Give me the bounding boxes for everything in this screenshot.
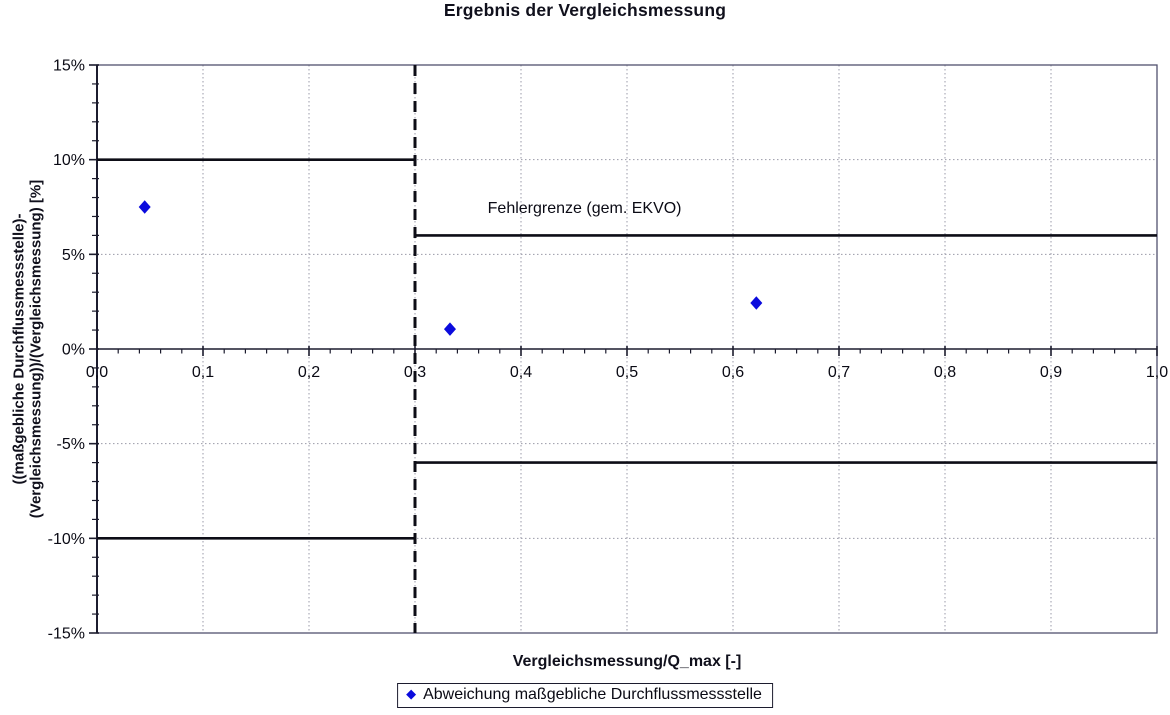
y-tick-label: 10%	[53, 152, 85, 169]
x-tick-label: 0,2	[298, 364, 320, 381]
chart-plot-area: 15%10%5%0%-5%-10%-15%0,00,10,20,30,40,50…	[48, 58, 1169, 643]
legend-diamond-icon: ◆	[406, 686, 417, 701]
y-tick-label: -15%	[48, 626, 85, 643]
y-tick-label: 5%	[62, 247, 85, 264]
x-tick-label: 0,9	[1040, 364, 1062, 381]
x-axis-label: Vergleichsmessung/Q_max [-]	[512, 653, 742, 670]
x-tick-label: 0,5	[616, 364, 638, 381]
x-tick-label: 0,0	[86, 364, 108, 381]
data-point	[138, 200, 151, 214]
x-tick-label: 0,4	[510, 364, 532, 381]
error-limit-annotation: Fehlergrenze (gem. EKVO)	[488, 200, 682, 217]
x-tick-label: 1,0	[1146, 364, 1168, 381]
y-tick-label: 15%	[53, 58, 85, 75]
legend-label: Abweichung maßgebliche Durchflussmessste…	[423, 686, 762, 703]
legend: ◆ Abweichung maßgebliche Durchflussmessst…	[397, 683, 773, 708]
chart-title: Ergebnis der Vergleichsmessung	[443, 0, 727, 20]
y-tick-label: -10%	[48, 531, 85, 548]
x-tick-label: 0,8	[934, 364, 956, 381]
data-point	[750, 296, 763, 310]
y-tick-label: -5%	[57, 436, 85, 453]
data-point	[443, 322, 456, 336]
y-tick-label: 0%	[62, 342, 85, 359]
x-tick-label: 0,6	[722, 364, 744, 381]
x-tick-label: 0,7	[828, 364, 850, 381]
x-tick-label: 0,1	[192, 364, 214, 381]
